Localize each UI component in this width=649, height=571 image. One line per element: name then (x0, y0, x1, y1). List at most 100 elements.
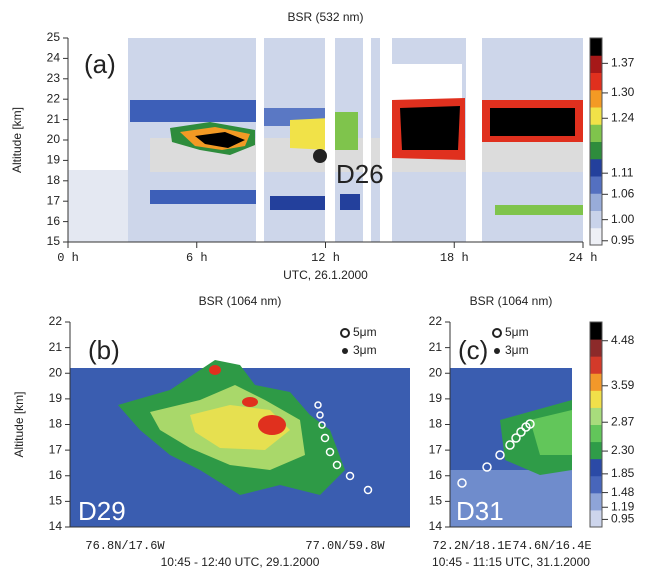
legend-marker (342, 348, 348, 354)
colorbar-tick-label: 1.06 (611, 186, 635, 200)
colorbar-tick-label: 1.48 (611, 485, 635, 499)
panel-title: BSR (532 nm) (287, 10, 363, 24)
colorbar-cell (590, 107, 602, 125)
colorbar-tick-label: 1.11 (611, 165, 634, 179)
legend-marker (494, 348, 500, 354)
y-tick-label: 21 (47, 112, 61, 126)
panel-label: (c) (458, 335, 488, 365)
y-tick-label: 22 (429, 314, 443, 328)
colorbar-cell (590, 158, 602, 177)
panel-label: (b) (88, 335, 120, 365)
colorbar-tick-label: 4.48 (611, 333, 635, 347)
y-tick-label: 24 (47, 51, 61, 65)
y-tick-label: 17 (429, 442, 443, 456)
colorbar-tick-label: 1.85 (611, 466, 635, 480)
y-tick-label: 18 (49, 417, 63, 431)
x-tick-label: 24 h (569, 251, 598, 265)
y-tick-label: 16 (47, 214, 61, 228)
legend-label: 5μm (505, 325, 529, 339)
colorbar-cell (590, 475, 602, 494)
colorbar-cell (590, 141, 602, 160)
panel-title: BSR (1064 nm) (470, 294, 553, 308)
y-axis-label: Altitude [km] (10, 107, 24, 173)
colorbar-cell (590, 339, 602, 357)
image-c (450, 368, 572, 527)
x-tick-label: 12 h (311, 251, 340, 265)
y-tick-label: 22 (47, 91, 61, 105)
x-tick-label: 0 h (57, 251, 79, 265)
colorbar-cell (590, 72, 602, 91)
x-axis-label: 10:45 - 12:40 UTC, 29.1.2000 (161, 555, 320, 569)
y-tick-label: 25 (47, 30, 61, 44)
y-tick-label: 15 (49, 494, 63, 508)
x-axis-label: UTC, 26.1.2000 (283, 268, 368, 282)
image-a (68, 38, 583, 242)
panel-label: (a) (84, 49, 116, 79)
y-tick-label: 21 (429, 340, 443, 354)
colorbar-frame (589, 321, 603, 528)
colorbar-cell (590, 492, 602, 511)
y-tick-label: 22 (49, 314, 63, 328)
y-tick-label: 19 (49, 391, 63, 405)
colorbar-tick-label: 1.24 (611, 110, 635, 124)
colorbar-tick-label: 0.95 (611, 512, 635, 526)
colorbar-cell (590, 193, 602, 211)
y-tick-label: 18 (429, 417, 443, 431)
colorbar-tick-label: 2.87 (611, 414, 635, 428)
y-tick-label: 14 (429, 519, 443, 533)
x-tick-label: 6 h (186, 251, 208, 265)
legend-label: 3μm (505, 343, 529, 357)
x-tick-label: 18 h (440, 251, 469, 265)
colorbar-cell (590, 89, 602, 108)
colorbar-cell (590, 356, 602, 374)
colorbar-tick-label: 1.19 (611, 499, 635, 513)
panel-title: BSR (1064 nm) (199, 294, 282, 308)
y-tick-label: 14 (49, 519, 63, 533)
annotation: D31 (456, 496, 504, 526)
colorbar-tick-label: 0.95 (611, 233, 635, 247)
y-tick-label: 21 (49, 340, 63, 354)
y-tick-label: 19 (429, 391, 443, 405)
y-tick-label: 16 (429, 468, 443, 482)
y-tick-label: 17 (47, 193, 61, 207)
y-tick-label: 23 (47, 71, 61, 85)
colorbar-tick-label: 2.30 (611, 443, 635, 457)
x-tick-label: 74.6N/16.4E (512, 539, 591, 553)
colorbar-cell (590, 424, 602, 443)
colorbar-cell (590, 227, 602, 246)
colorbar-tick-label: 3.59 (611, 378, 635, 392)
y-tick-label: 20 (429, 365, 443, 379)
colorbar-cell (590, 373, 602, 391)
colorbar-cell (590, 210, 602, 229)
legend-marker (492, 328, 502, 338)
colorbar-frame (589, 37, 603, 246)
x-tick-label: 72.2N/18.1E (432, 539, 511, 553)
legend-marker (340, 328, 350, 338)
legend-label: 3μm (353, 343, 377, 357)
image-b (70, 360, 410, 527)
y-tick-label: 20 (49, 365, 63, 379)
y-tick-label: 17 (49, 442, 63, 456)
colorbar-cell (590, 458, 602, 477)
colorbar-cell (590, 441, 602, 460)
colorbar-cell (590, 38, 602, 56)
colorbar-tick-label: 1.30 (611, 85, 635, 99)
colorbar-cell (590, 509, 602, 528)
colorbar-cell (590, 124, 602, 142)
y-tick-label: 19 (47, 153, 61, 167)
y-tick-label: 16 (49, 468, 63, 482)
y-tick-label: 15 (47, 234, 61, 248)
annotation: D29 (78, 496, 126, 526)
colorbar-cell (590, 390, 602, 408)
legend-label: 5μm (353, 325, 377, 339)
annotation: D26 (336, 159, 384, 189)
x-tick-label: 76.8N/17.6W (85, 539, 165, 553)
colorbar-cell (590, 176, 602, 194)
colorbar-tick-label: 1.37 (611, 56, 635, 70)
y-tick-label: 18 (47, 173, 61, 187)
y-tick-label: 15 (429, 494, 443, 508)
x-axis-label: 10:45 - 11:15 UTC, 31.1.2000 (432, 555, 590, 569)
colorbar-cell (590, 407, 602, 425)
